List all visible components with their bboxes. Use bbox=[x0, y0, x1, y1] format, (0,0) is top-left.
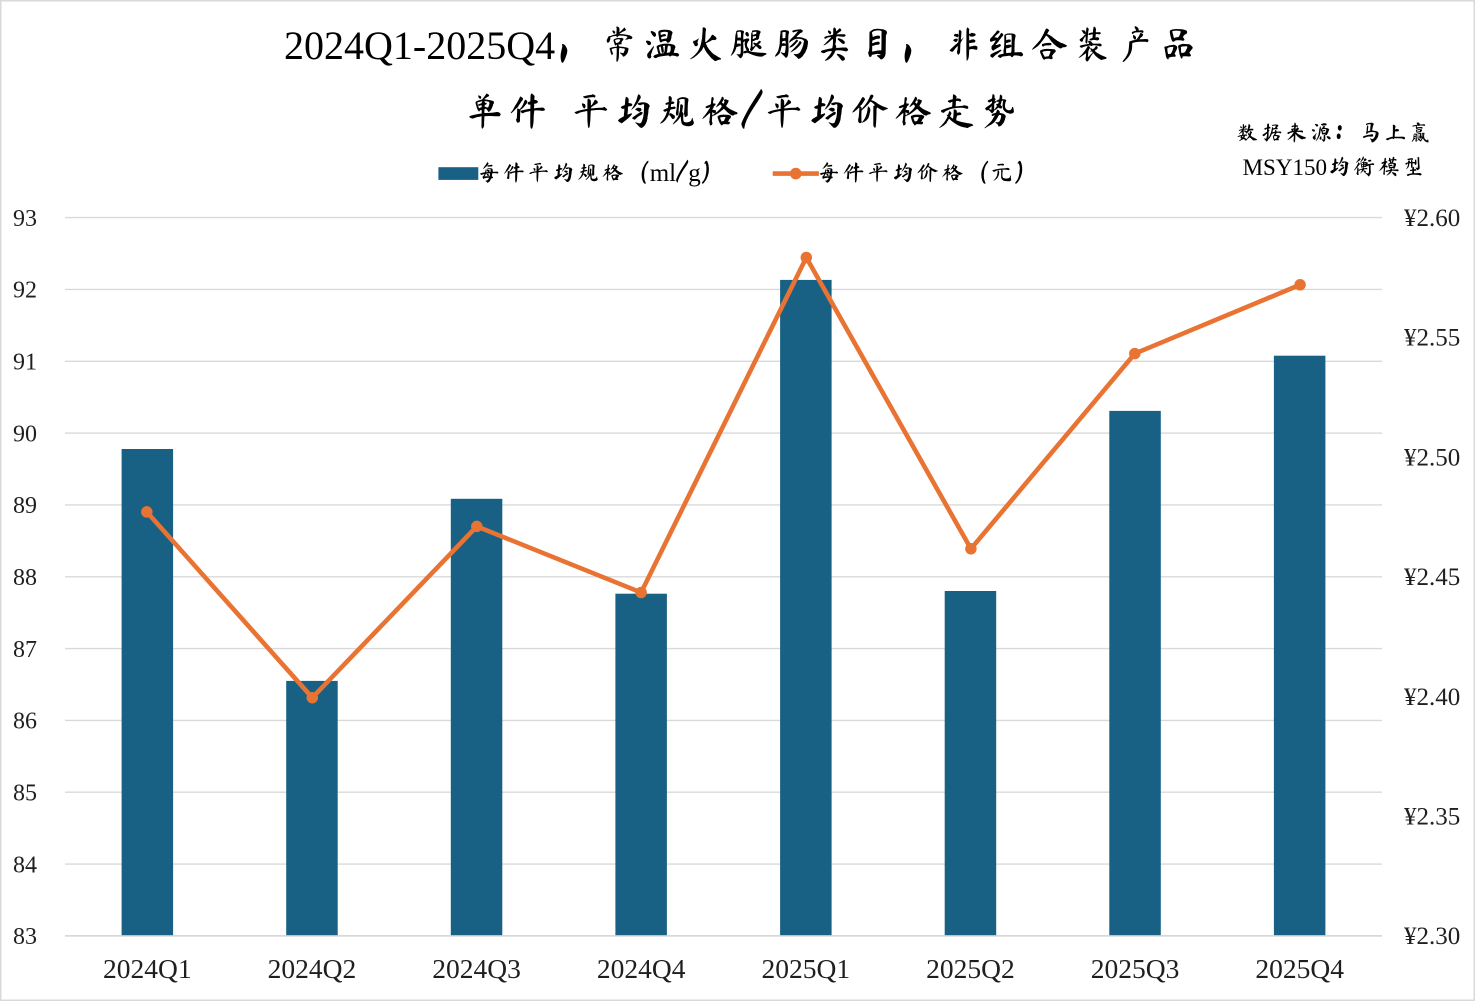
svg-text:¥2.50: ¥2.50 bbox=[1404, 444, 1460, 471]
svg-text:¥2.35: ¥2.35 bbox=[1404, 804, 1460, 831]
svg-text:¥2.55: ¥2.55 bbox=[1404, 325, 1460, 352]
svg-text:g: g bbox=[688, 160, 701, 187]
svg-text:85: 85 bbox=[13, 781, 37, 807]
svg-text:89: 89 bbox=[13, 493, 37, 519]
svg-text:¥2.45: ¥2.45 bbox=[1404, 564, 1460, 591]
svg-text:2024Q2: 2024Q2 bbox=[268, 953, 357, 984]
svg-text:MSY150: MSY150 bbox=[1243, 155, 1327, 180]
svg-text:2025Q3: 2025Q3 bbox=[1091, 953, 1180, 984]
svg-text:83: 83 bbox=[13, 924, 37, 950]
svg-text:2024Q3: 2024Q3 bbox=[432, 953, 521, 984]
svg-text:¥2.60: ¥2.60 bbox=[1404, 205, 1460, 232]
svg-text:90: 90 bbox=[13, 421, 37, 447]
svg-text:¥2.40: ¥2.40 bbox=[1404, 684, 1460, 711]
svg-text:92: 92 bbox=[13, 278, 37, 304]
svg-text:2025Q4: 2025Q4 bbox=[1255, 953, 1344, 984]
svg-text:93: 93 bbox=[13, 206, 37, 232]
svg-text:86: 86 bbox=[13, 709, 37, 735]
svg-text:91: 91 bbox=[13, 350, 37, 376]
svg-text:2025Q2: 2025Q2 bbox=[926, 953, 1015, 984]
svg-text:2025Q1: 2025Q1 bbox=[762, 953, 851, 984]
svg-text:2024Q1: 2024Q1 bbox=[103, 953, 192, 984]
svg-text:¥2.30: ¥2.30 bbox=[1404, 923, 1460, 950]
svg-text:87: 87 bbox=[13, 637, 37, 663]
svg-text:88: 88 bbox=[13, 565, 37, 591]
svg-text:2024Q1-2025Q4: 2024Q1-2025Q4 bbox=[284, 23, 555, 68]
svg-text:84: 84 bbox=[13, 852, 37, 878]
svg-text:ml: ml bbox=[650, 160, 676, 187]
svg-text:2024Q4: 2024Q4 bbox=[597, 953, 686, 984]
